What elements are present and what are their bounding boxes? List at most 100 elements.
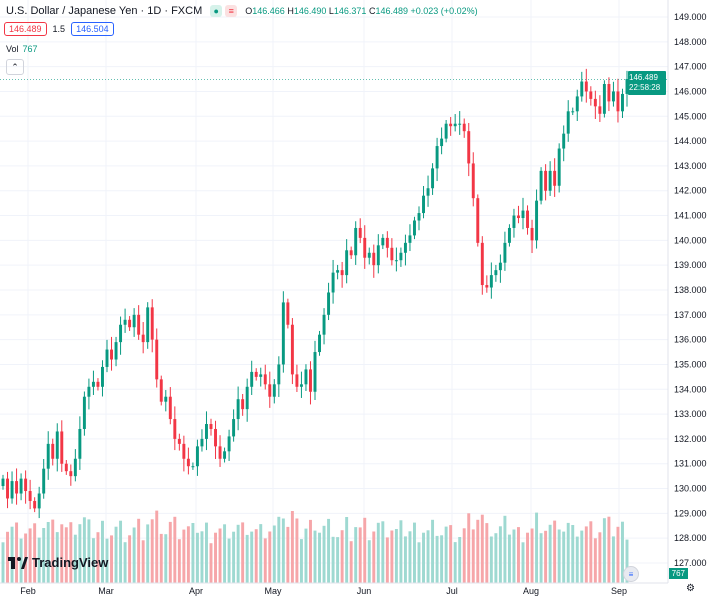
collapse-legend-button[interactable]: ⌃ [6, 59, 24, 75]
volume-bar [381, 521, 385, 583]
candle-body [318, 334, 321, 353]
volume-bar [584, 526, 588, 583]
volume-bar [281, 518, 285, 583]
y-tick-label: 129.000 [674, 508, 707, 518]
volume-bar [232, 531, 236, 583]
candle-body [444, 123, 448, 139]
candle [168, 387, 172, 425]
candle-body [159, 379, 163, 402]
buy-button[interactable]: 146.504 [71, 22, 114, 36]
candle-body [589, 91, 593, 99]
volume-bar [376, 522, 380, 583]
y-tick-label: 127.000 [674, 558, 707, 568]
gear-icon[interactable]: ⚙ [686, 583, 695, 594]
x-tick-label: Jun [357, 586, 372, 596]
candle-body [449, 123, 453, 127]
candle [548, 161, 552, 196]
candle-body [349, 250, 353, 256]
volume-bar [336, 537, 340, 583]
volume-bar [507, 534, 511, 583]
candle [553, 158, 557, 197]
volume-bar [444, 526, 448, 583]
candle-body [51, 443, 55, 459]
volume-bar [367, 540, 371, 583]
candle [584, 68, 588, 103]
candle [309, 361, 312, 405]
candle-body [539, 170, 543, 201]
y-tick-label: 140.000 [674, 235, 707, 245]
candle-body [372, 252, 376, 266]
volume-bar [1, 542, 5, 583]
candle-body [241, 399, 245, 410]
candle [503, 231, 507, 271]
sell-button[interactable]: 146.489 [4, 22, 47, 36]
candle [403, 234, 407, 266]
candle [417, 206, 421, 231]
candle [146, 302, 150, 349]
volume-bar [254, 529, 258, 583]
candle-body [164, 396, 168, 402]
volume-bar [403, 536, 407, 583]
candle [444, 119, 448, 143]
x-tick-label: Feb [20, 586, 36, 596]
data-delay-icon[interactable]: ≡ [225, 5, 238, 17]
volume-bar [471, 529, 475, 583]
candle-body [195, 446, 199, 467]
candle-body [331, 272, 335, 293]
candle [611, 81, 615, 107]
candle-body [530, 227, 534, 241]
candle-body [580, 81, 584, 97]
volume-bar [417, 542, 421, 583]
last-price-value: 146.489 [629, 73, 658, 82]
volume-bar [309, 519, 312, 583]
candle-body [132, 314, 136, 328]
candle [159, 375, 163, 406]
candle-body [218, 446, 222, 459]
us-flag-icon[interactable]: ≡ [623, 566, 639, 582]
volume-bar [51, 519, 55, 583]
candle [110, 336, 113, 371]
time-axis: Feb Mar Apr May Jun Jul Aug Sep [20, 586, 627, 596]
candle-body [1, 478, 5, 487]
candle [299, 371, 303, 398]
tradingview-logo[interactable]: TradingView [8, 555, 108, 570]
candle [530, 219, 534, 254]
volume-bar [431, 519, 435, 583]
volume-bar [607, 516, 611, 583]
candle-body [385, 237, 389, 248]
candle [349, 246, 353, 259]
candle-body [91, 381, 95, 387]
volume-bar [10, 526, 14, 583]
candle [562, 125, 566, 162]
candle [78, 416, 82, 470]
candle [259, 367, 263, 387]
volume-bar [209, 543, 213, 583]
symbol-title[interactable]: U.S. Dollar / Japanese Yen · 1D · FXCM [6, 5, 203, 17]
candle-body [598, 106, 602, 114]
candle [19, 473, 23, 501]
candle-body [512, 215, 516, 228]
candle [10, 471, 14, 504]
candle-body [110, 349, 113, 360]
candle [593, 90, 597, 120]
candle-body [42, 468, 46, 494]
volume-bar [372, 531, 376, 583]
candle [571, 107, 575, 116]
volume-bar [28, 528, 32, 583]
volume-bar [489, 536, 493, 583]
candle-body [313, 352, 317, 392]
candle [354, 221, 358, 265]
y-tick-label: 137.000 [674, 310, 707, 320]
candle [87, 378, 91, 410]
volume-bar [177, 539, 181, 583]
candle-body [625, 79, 629, 94]
market-open-icon[interactable]: ● [210, 5, 223, 17]
candle [580, 71, 584, 102]
volume-bar [517, 527, 520, 583]
candle [51, 438, 55, 466]
y-tick-label: 146.000 [674, 86, 707, 96]
volume-bar [15, 522, 19, 583]
candle [340, 261, 344, 288]
volume-bar [87, 519, 91, 583]
